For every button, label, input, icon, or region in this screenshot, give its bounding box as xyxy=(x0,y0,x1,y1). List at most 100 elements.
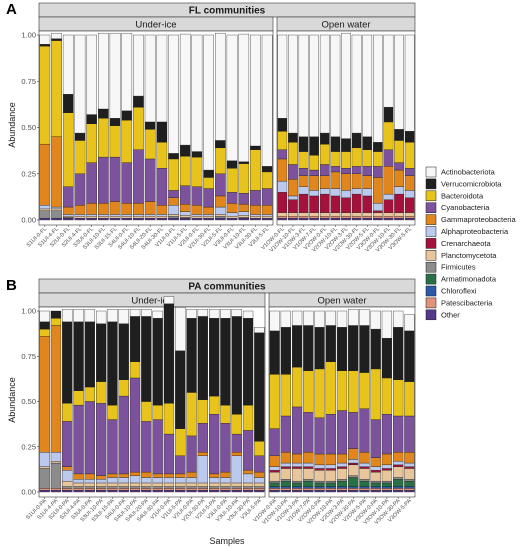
bar-segment xyxy=(269,310,280,332)
bar-segment xyxy=(393,490,404,493)
legend-label: Chloroflexi xyxy=(441,287,477,296)
bar-segment xyxy=(393,310,404,328)
bar-segment xyxy=(191,34,203,152)
bar-segment xyxy=(129,475,141,484)
bar-segment xyxy=(325,480,336,484)
bar-segment xyxy=(404,381,415,417)
bar-segment xyxy=(325,325,336,362)
bar-segment xyxy=(314,453,325,466)
bar-segment xyxy=(179,215,191,218)
bar-segment xyxy=(325,310,336,326)
bar-segment xyxy=(203,206,214,215)
bar-segment xyxy=(118,488,129,491)
bar-segment xyxy=(250,149,261,191)
bar-segment xyxy=(404,142,415,169)
bar-segment xyxy=(62,217,74,221)
bar-segment xyxy=(168,153,179,160)
bar-segment xyxy=(303,479,314,482)
legend-label: Gammaproteobacteria xyxy=(441,215,516,224)
bar-segment xyxy=(121,162,133,204)
bar-segment xyxy=(336,479,348,482)
bar-segment xyxy=(277,118,288,132)
bar-segment xyxy=(238,161,250,164)
bar-segment xyxy=(381,453,393,466)
bar-segment xyxy=(393,477,404,480)
bar-segment xyxy=(220,477,231,484)
bar-segment xyxy=(141,477,152,484)
bar-segment xyxy=(261,217,273,221)
bar-segment xyxy=(175,482,186,487)
bar-segment xyxy=(156,205,168,215)
bar-segment xyxy=(121,203,133,215)
bar-segment xyxy=(362,195,373,213)
bar-segment xyxy=(291,482,303,487)
y-tick-label: 0.00 xyxy=(21,488,36,497)
bar-segment xyxy=(351,212,362,217)
bar-segment xyxy=(175,428,186,456)
bar-segment xyxy=(336,327,348,371)
bar-segment xyxy=(351,188,362,195)
bar-segment xyxy=(404,415,415,453)
bar-segment xyxy=(404,168,415,176)
bar-segment xyxy=(118,490,129,493)
bar-segment xyxy=(277,192,288,213)
bar-segment xyxy=(226,160,238,169)
bar-segment xyxy=(144,214,156,217)
bar-segment xyxy=(348,486,359,489)
bar-segment xyxy=(330,136,341,152)
panel-a-facet-under-ice: Under-ice xyxy=(135,20,176,31)
bar-segment xyxy=(96,482,107,487)
bar-segment xyxy=(107,404,118,420)
bar-segment xyxy=(215,173,226,197)
bar-segment xyxy=(303,490,314,493)
bar-segment xyxy=(152,488,163,491)
bar-segment xyxy=(62,186,74,208)
bar-segment xyxy=(50,490,62,493)
bar-segment xyxy=(107,419,118,475)
bar-segment xyxy=(179,217,191,221)
legend-swatch xyxy=(425,250,437,261)
bar-segment xyxy=(298,151,309,169)
bar-segment xyxy=(242,430,254,471)
bar-segment xyxy=(370,457,381,467)
bar-segment xyxy=(288,164,298,180)
panel-b-plot: 0.000.250.500.751.00S1UI-0-PAS1UI-4-PAS2… xyxy=(21,296,416,526)
bar-segment xyxy=(144,129,156,160)
bar-segment xyxy=(381,468,393,471)
bar-segment xyxy=(359,486,370,489)
bar-segment xyxy=(144,158,156,202)
bar-segment xyxy=(359,309,370,326)
bar-segment xyxy=(269,471,280,482)
bar-segment xyxy=(109,118,121,126)
bar-segment xyxy=(175,473,186,478)
legend-swatch xyxy=(425,166,437,178)
bar-segment xyxy=(96,488,107,491)
bar-segment xyxy=(86,123,97,163)
bar-segment xyxy=(107,482,118,487)
bar-segment xyxy=(362,212,373,217)
bar-segment xyxy=(238,204,250,212)
bar-segment xyxy=(325,482,336,487)
bar-segment xyxy=(50,488,62,491)
bar-segment xyxy=(84,321,95,388)
bar-segment xyxy=(73,490,84,493)
bar-segment xyxy=(359,488,370,491)
legend-swatch xyxy=(425,261,437,273)
bar-segment xyxy=(231,488,242,491)
bar-segment xyxy=(203,214,214,217)
bar-segment xyxy=(393,452,404,462)
bar-segment xyxy=(314,417,325,455)
bar-segment xyxy=(383,199,394,213)
bar-segment xyxy=(163,486,175,489)
bar-segment xyxy=(359,462,370,467)
bar-segment xyxy=(156,121,168,143)
bar-segment xyxy=(280,374,291,417)
bar-segment xyxy=(62,466,73,471)
bar-segment xyxy=(238,211,250,216)
bar-segment xyxy=(73,479,84,484)
bar-segment xyxy=(362,34,373,137)
bar-segment xyxy=(336,480,348,487)
bar-segment xyxy=(215,214,226,217)
bar-segment xyxy=(319,143,330,165)
